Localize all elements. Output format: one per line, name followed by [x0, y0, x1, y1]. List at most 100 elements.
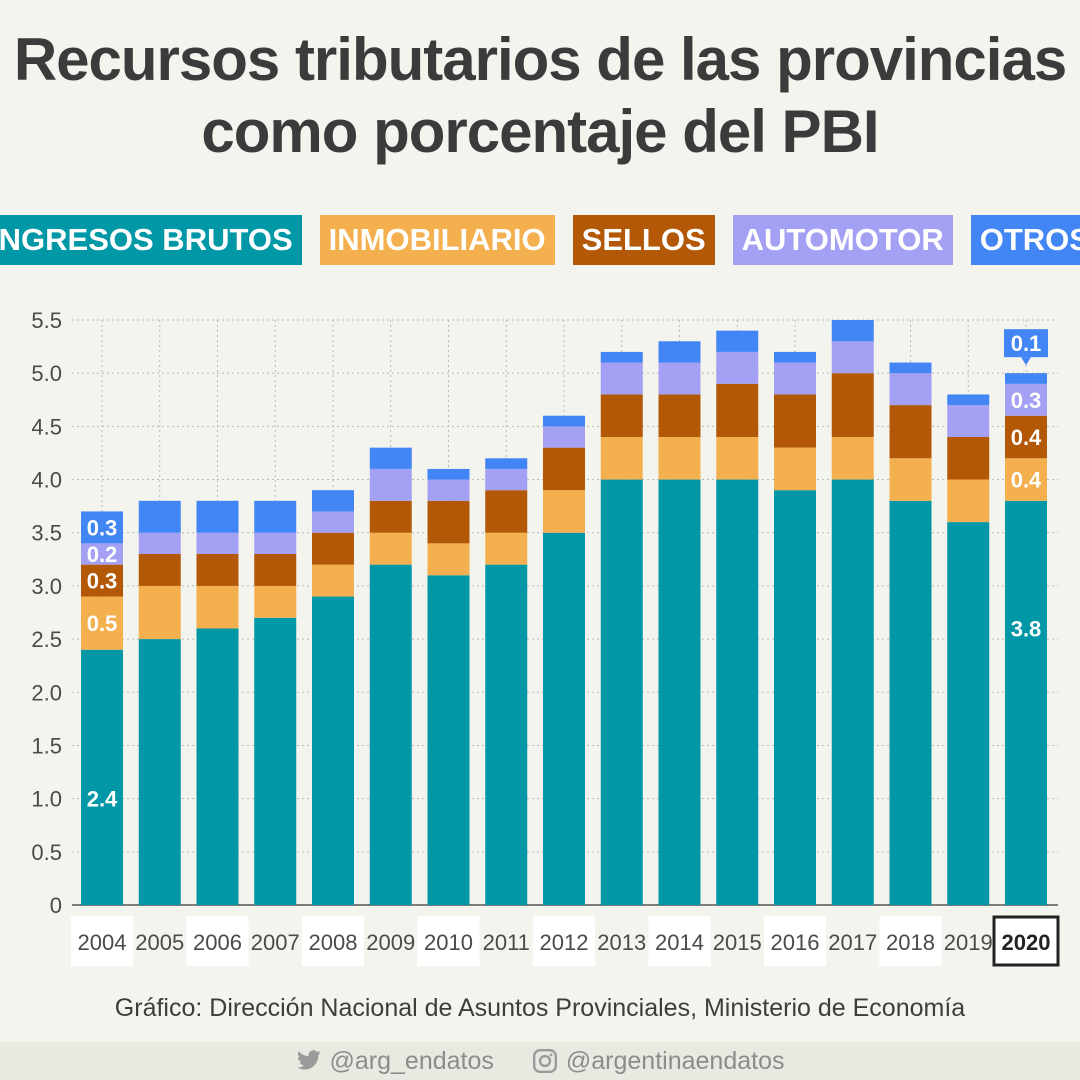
legend-item-automotor: AUTOMOTOR: [732, 215, 953, 265]
y-tick-label: 2.0: [31, 680, 62, 705]
x-tick-label: 2010: [424, 930, 473, 955]
y-tick-label: 3.0: [31, 574, 62, 599]
bar-segment: [369, 564, 412, 905]
bar-segment: [254, 617, 297, 905]
legend-item-otros: OTROS: [970, 215, 1080, 265]
x-tick-label: 2006: [193, 930, 242, 955]
bar-segment: [774, 351, 816, 363]
bar-segment: [831, 437, 874, 480]
bar-segment: [369, 447, 412, 469]
bar-segment: [485, 490, 528, 533]
bar-segment: [196, 500, 239, 533]
x-tick-label: 2013: [597, 930, 646, 955]
data-label: 3.8: [1011, 616, 1042, 641]
legend: INGRESOS BRUTOS INMOBILIARIO SELLOS AUTO…: [0, 215, 1080, 265]
bar-segment: [485, 468, 528, 491]
bar-segment: [889, 405, 932, 459]
bar-segment: [600, 394, 643, 437]
bar-segment: [716, 437, 759, 480]
data-label: 0.2: [87, 542, 118, 567]
bar-segment: [254, 554, 297, 586]
x-tick-label: 2017: [828, 930, 877, 955]
instagram-handle: @argentinaendatos: [565, 1046, 785, 1075]
bar-segment: [196, 554, 239, 586]
twitter-handle: @arg_endatos: [329, 1046, 494, 1075]
bar-segment: [1005, 373, 1047, 384]
bar-segment: [427, 500, 470, 544]
bar-segment: [81, 511, 123, 544]
data-label: 0.3: [87, 515, 118, 540]
footer: @arg_endatos @argentinaendatos: [0, 1042, 1080, 1080]
footer-twitter[interactable]: @arg_endatos: [296, 1047, 494, 1076]
bar-segment: [1005, 458, 1047, 501]
x-tick-label: 2016: [771, 930, 820, 955]
chart-title-line-2: como porcentaje del PBI: [201, 98, 879, 165]
y-tick-label: 1.0: [31, 787, 62, 812]
bar-segment: [543, 490, 585, 533]
y-tick-label: 2.5: [31, 627, 62, 652]
bar-segment: [774, 490, 816, 905]
bar-segment: [600, 362, 643, 395]
bar-segment: [889, 458, 932, 501]
chart-title: Recursos tributarios de las provincias c…: [0, 24, 1080, 168]
bar-segment: [81, 596, 123, 650]
bar-segment: [485, 564, 528, 905]
x-label-background: [71, 916, 133, 966]
bar-segment: [658, 437, 701, 480]
data-label: 0.5: [87, 611, 118, 636]
bar-segment: [81, 564, 123, 597]
legend-item-ingresos-brutos: INGRESOS BRUTOS: [0, 215, 302, 265]
bar-segment: [254, 500, 297, 533]
x-tick-label: 2014: [655, 930, 704, 955]
callout-box: [1004, 329, 1048, 358]
bar-segment: [889, 500, 932, 905]
bar-segment: [138, 500, 181, 533]
x-tick-label: 2019: [944, 930, 993, 955]
bar-segment: [889, 362, 932, 374]
bar-segment: [543, 447, 585, 491]
footer-instagram[interactable]: @argentinaendatos: [532, 1046, 785, 1076]
bar-segment: [889, 373, 932, 406]
x-label-background: [302, 916, 364, 966]
bar-segment: [138, 639, 181, 905]
chart-title-line-1: Recursos tributarios de las provincias: [13, 26, 1067, 93]
data-label: 0.4: [1011, 468, 1042, 493]
bar-segment: [600, 437, 643, 480]
bar-segment: [485, 458, 528, 469]
bar-segment: [312, 564, 354, 597]
bar-segment: [312, 511, 354, 533]
bar-segment: [543, 415, 585, 427]
bar-segment: [138, 585, 181, 640]
x-tick-label: 2012: [540, 930, 589, 955]
y-tick-label: 3.5: [31, 521, 62, 546]
data-label: 0.4: [1011, 425, 1042, 450]
bar-segment: [81, 649, 123, 905]
bar-segment: [427, 468, 470, 480]
bar-segment: [369, 468, 412, 501]
bar-segment: [543, 532, 585, 905]
data-label: 2.4: [87, 787, 118, 812]
bar-segment: [427, 575, 470, 905]
y-tick-label: 4.5: [31, 414, 62, 439]
x-tick-label: 2009: [366, 930, 415, 955]
x-label-background: [879, 916, 942, 966]
bar-segment: [543, 426, 585, 448]
bar-segment: [1005, 415, 1047, 459]
bar-segment: [312, 596, 354, 905]
bar-segment: [369, 532, 412, 565]
legend-item-inmobiliario: INMOBILIARIO: [319, 215, 555, 265]
data-label: 0.3: [87, 569, 118, 594]
x-label-background: [533, 916, 595, 966]
data-label: 0.1: [1011, 331, 1042, 356]
bar-segment: [831, 320, 874, 342]
twitter-icon: [296, 1050, 321, 1070]
y-tick-label: 0.5: [31, 840, 62, 865]
x-label-background: [417, 916, 480, 966]
bar-segment: [254, 585, 297, 618]
bar-segment: [196, 585, 239, 629]
bar-segment: [658, 341, 701, 363]
y-tick-label: 1.5: [31, 733, 62, 758]
instagram-icon: [532, 1048, 557, 1074]
bar-segment: [427, 543, 470, 576]
bar-segment: [658, 479, 701, 905]
